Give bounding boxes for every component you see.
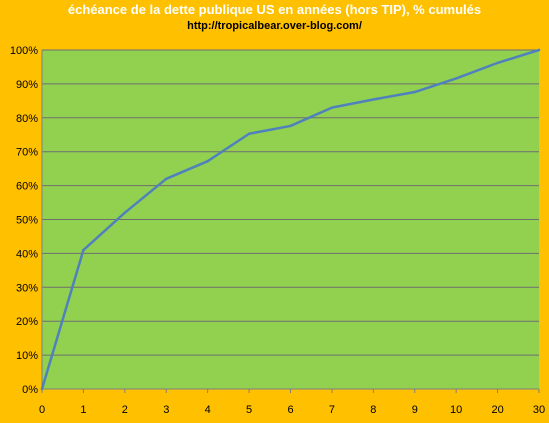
y-tick-label: 60% — [16, 181, 38, 193]
x-tick-label: 5 — [246, 404, 252, 416]
axes — [41, 50, 540, 393]
y-tick-label: 50% — [16, 215, 38, 227]
chart-title: échéance de la dette publique US en anné… — [67, 2, 482, 17]
data-point — [372, 98, 375, 101]
y-tick-label: 0% — [22, 384, 38, 396]
x-tick-label: 7 — [329, 404, 335, 416]
x-tick-label: 4 — [205, 404, 211, 416]
x-axis-labels: 0 1 2 3 4 5 6 7 8 9 10 20 30 — [39, 404, 545, 416]
x-tick-label: 8 — [370, 404, 376, 416]
data-point — [206, 159, 209, 163]
y-tick-label: 70% — [16, 147, 38, 159]
x-tick-label: 6 — [287, 404, 293, 416]
y-tick-label: 80% — [16, 113, 38, 125]
x-tick-label: 2 — [122, 404, 128, 416]
data-point — [123, 211, 127, 214]
x-tick-label: 1 — [80, 404, 86, 416]
data-point — [537, 48, 541, 52]
x-tick-label: 9 — [412, 404, 418, 416]
x-tick-label: 10 — [450, 404, 462, 416]
data-point — [82, 248, 85, 252]
chart-subtitle: http://tropicalbear.over-blog.com/ — [187, 20, 362, 32]
x-tick-label: 0 — [39, 404, 45, 416]
y-axis-labels: 0% 10% 20% 30% 40% 50% 60% 70% 80% 90% 100% — [10, 45, 38, 396]
data-point — [247, 132, 251, 135]
data-point — [289, 124, 292, 128]
gridlines — [42, 49, 539, 356]
y-tick-label: 90% — [16, 79, 38, 91]
y-tick-label: 100% — [10, 45, 38, 57]
y-tick-label: 40% — [16, 248, 38, 260]
x-tick-label: 20 — [491, 404, 503, 416]
data-point — [496, 61, 499, 65]
y-tick-label: 30% — [16, 282, 38, 294]
y-tick-label: 10% — [16, 350, 38, 362]
data-point — [330, 106, 334, 109]
x-tick-label: 3 — [163, 404, 169, 416]
series-group — [40, 48, 541, 391]
y-tick-label: 20% — [16, 316, 38, 328]
data-point — [165, 177, 168, 181]
data-point — [413, 90, 416, 94]
data-point — [454, 77, 458, 80]
data-point — [40, 387, 44, 391]
x-tick-label: 30 — [533, 404, 545, 416]
